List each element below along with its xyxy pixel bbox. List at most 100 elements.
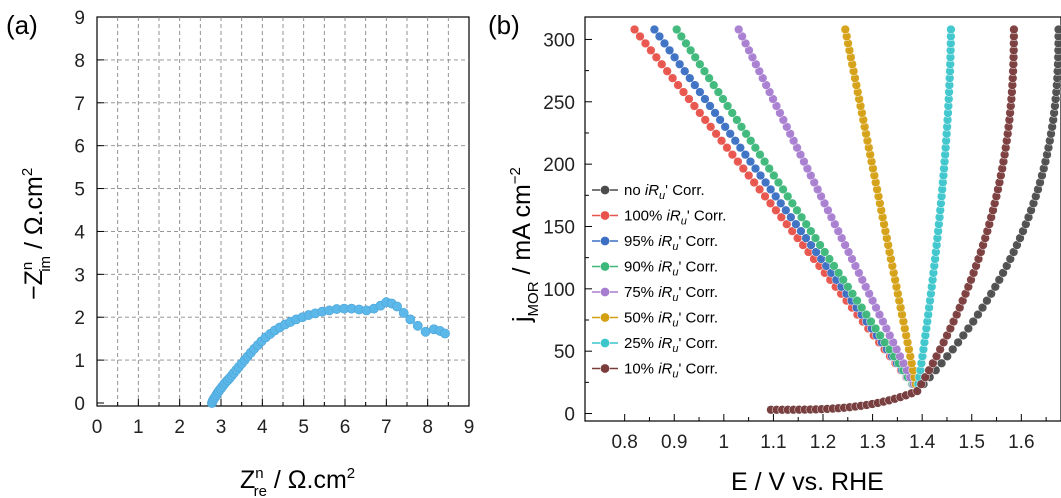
data-point [635, 31, 645, 42]
legend-marker [600, 236, 610, 246]
data-point [733, 156, 743, 167]
y-tick-label: 9 [74, 8, 85, 29]
panel-a-label: (a) [6, 10, 38, 40]
y-tick-label: 250 [543, 93, 575, 114]
data-point [727, 108, 737, 118]
panel-b-legend: no iRu' Corr. 100% iRu' Corr. 95% iRu' Cor… [592, 182, 726, 381]
data-point [695, 108, 705, 118]
data-point [866, 316, 876, 327]
data-point [629, 24, 640, 35]
data-point [640, 38, 651, 49]
data-point [699, 66, 710, 76]
y-tick-label: 100 [543, 280, 575, 301]
data-point [700, 94, 710, 104]
y-tick-label: 200 [543, 155, 575, 176]
data-point [782, 219, 792, 229]
data-point [764, 163, 774, 174]
data-point [695, 87, 705, 97]
data-point [796, 226, 806, 236]
legend-label: 75% iRu' Corr. [624, 284, 718, 304]
y-tick-label: 7 [74, 94, 85, 115]
data-point [870, 323, 881, 334]
data-point [783, 191, 793, 202]
legend-label: 25% iRu' Corr. [624, 335, 718, 355]
data-point [690, 52, 700, 62]
data-point [1009, 24, 1019, 35]
data-point [852, 296, 862, 306]
data-point [982, 296, 992, 306]
data-point [759, 156, 770, 167]
data-point [760, 191, 770, 202]
y-tick-label: 4 [74, 222, 85, 243]
data-point [672, 24, 682, 35]
data-point [824, 254, 834, 264]
data-point [734, 24, 744, 35]
y-tick-label: 50 [554, 342, 575, 363]
x-tick-label: 1 [719, 432, 730, 453]
legend-label: 50% iRu' Corr. [624, 310, 718, 330]
x-tick-label: 1.5 [959, 432, 985, 453]
data-point [749, 177, 759, 188]
y-tick-label: 300 [543, 30, 575, 51]
data-point [838, 275, 848, 285]
data-point [722, 101, 733, 111]
panel-a-x-axis-label: Zn re / Ω.cm2 [240, 465, 355, 498]
legend-item: 10% iRu' Corr. [592, 361, 718, 381]
series-7 [766, 24, 1019, 415]
data-point [722, 143, 732, 153]
data-point [725, 129, 735, 139]
x-tick-label: 0 [92, 417, 103, 438]
x-tick-label: 0.9 [661, 432, 687, 453]
data-point [912, 386, 922, 396]
data-point [654, 31, 665, 42]
data-point [792, 205, 802, 215]
data-point [861, 309, 871, 320]
data-point [986, 289, 996, 299]
y-tick-label: 0 [564, 405, 575, 426]
legend-item: 90% iRu' Corr. [592, 259, 718, 279]
data-point [738, 163, 748, 174]
data-point [771, 191, 781, 202]
data-point [676, 31, 687, 42]
data-point [833, 268, 844, 278]
legend-marker [600, 210, 610, 221]
legend-label: no iRu' Corr. [624, 182, 705, 202]
data-point [750, 163, 761, 174]
panel-b-x-axis-label: E / V vs. RHE [731, 468, 884, 496]
data-point [977, 302, 988, 313]
data-point [736, 122, 747, 132]
x-tick-label: 1.3 [859, 432, 885, 453]
data-point [649, 24, 660, 35]
data-point [715, 115, 725, 125]
data-point [840, 24, 850, 35]
y-tick-label: 3 [74, 265, 85, 286]
data-point [398, 308, 409, 318]
y-tick-label: 2 [74, 308, 85, 329]
data-point [659, 38, 670, 49]
data-point [766, 184, 776, 195]
x-tick-label: 6 [340, 417, 351, 438]
data-point [684, 94, 694, 104]
x-tick-label: 5 [298, 417, 309, 438]
data-point [810, 233, 821, 243]
data-point [709, 80, 719, 90]
data-point [700, 115, 710, 125]
legend-marker [600, 312, 610, 323]
y-tick-label: 6 [74, 137, 85, 158]
data-point [646, 45, 656, 55]
data-point [843, 282, 853, 292]
data-point [942, 351, 952, 361]
data-point [412, 320, 423, 331]
data-point [710, 108, 720, 118]
data-point [791, 219, 801, 229]
data-point [953, 337, 963, 348]
y-tick-label: 1 [74, 351, 85, 372]
panel-a-grid [97, 17, 469, 406]
panel-b-series [629, 24, 1061, 415]
legend-marker [600, 185, 610, 195]
data-point [740, 149, 751, 160]
data-point [689, 101, 700, 111]
data-point [776, 198, 786, 208]
legend-marker [600, 338, 610, 348]
y-tick-label: 150 [543, 217, 575, 238]
